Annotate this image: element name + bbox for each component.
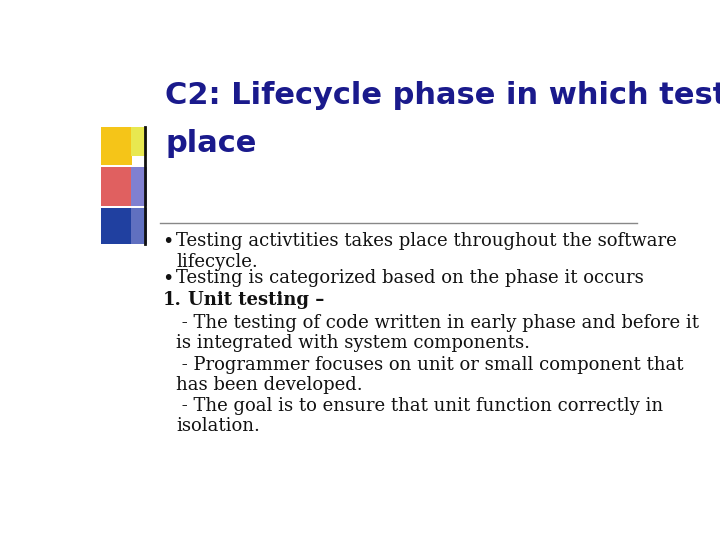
- Text: - The testing of code written in early phase and before it: - The testing of code written in early p…: [176, 314, 700, 332]
- Bar: [101, 127, 132, 165]
- Text: isolation.: isolation.: [176, 417, 261, 435]
- Bar: [131, 208, 147, 244]
- Text: place: place: [166, 129, 257, 158]
- Text: - The goal is to ensure that unit function correctly in: - The goal is to ensure that unit functi…: [176, 397, 664, 415]
- Bar: [131, 167, 147, 206]
- Text: has been developed.: has been developed.: [176, 376, 363, 394]
- Text: is integrated with system components.: is integrated with system components.: [176, 334, 531, 352]
- Text: Testing is categorized based on the phase it occurs: Testing is categorized based on the phas…: [176, 269, 644, 287]
- Text: lifecycle.: lifecycle.: [176, 253, 258, 271]
- Text: - Programmer focuses on unit or small component that: - Programmer focuses on unit or small co…: [176, 356, 684, 374]
- Text: Unit testing –: Unit testing –: [188, 292, 324, 309]
- Bar: [101, 167, 132, 206]
- Bar: [101, 208, 132, 244]
- Text: C2: Lifecycle phase in which testing takes: C2: Lifecycle phase in which testing tak…: [166, 82, 720, 111]
- Text: •: •: [163, 232, 174, 251]
- Text: Testing activtities takes place throughout the software: Testing activtities takes place througho…: [176, 232, 678, 250]
- Bar: [131, 127, 147, 156]
- Text: 1.: 1.: [163, 292, 181, 309]
- Text: •: •: [163, 269, 174, 288]
